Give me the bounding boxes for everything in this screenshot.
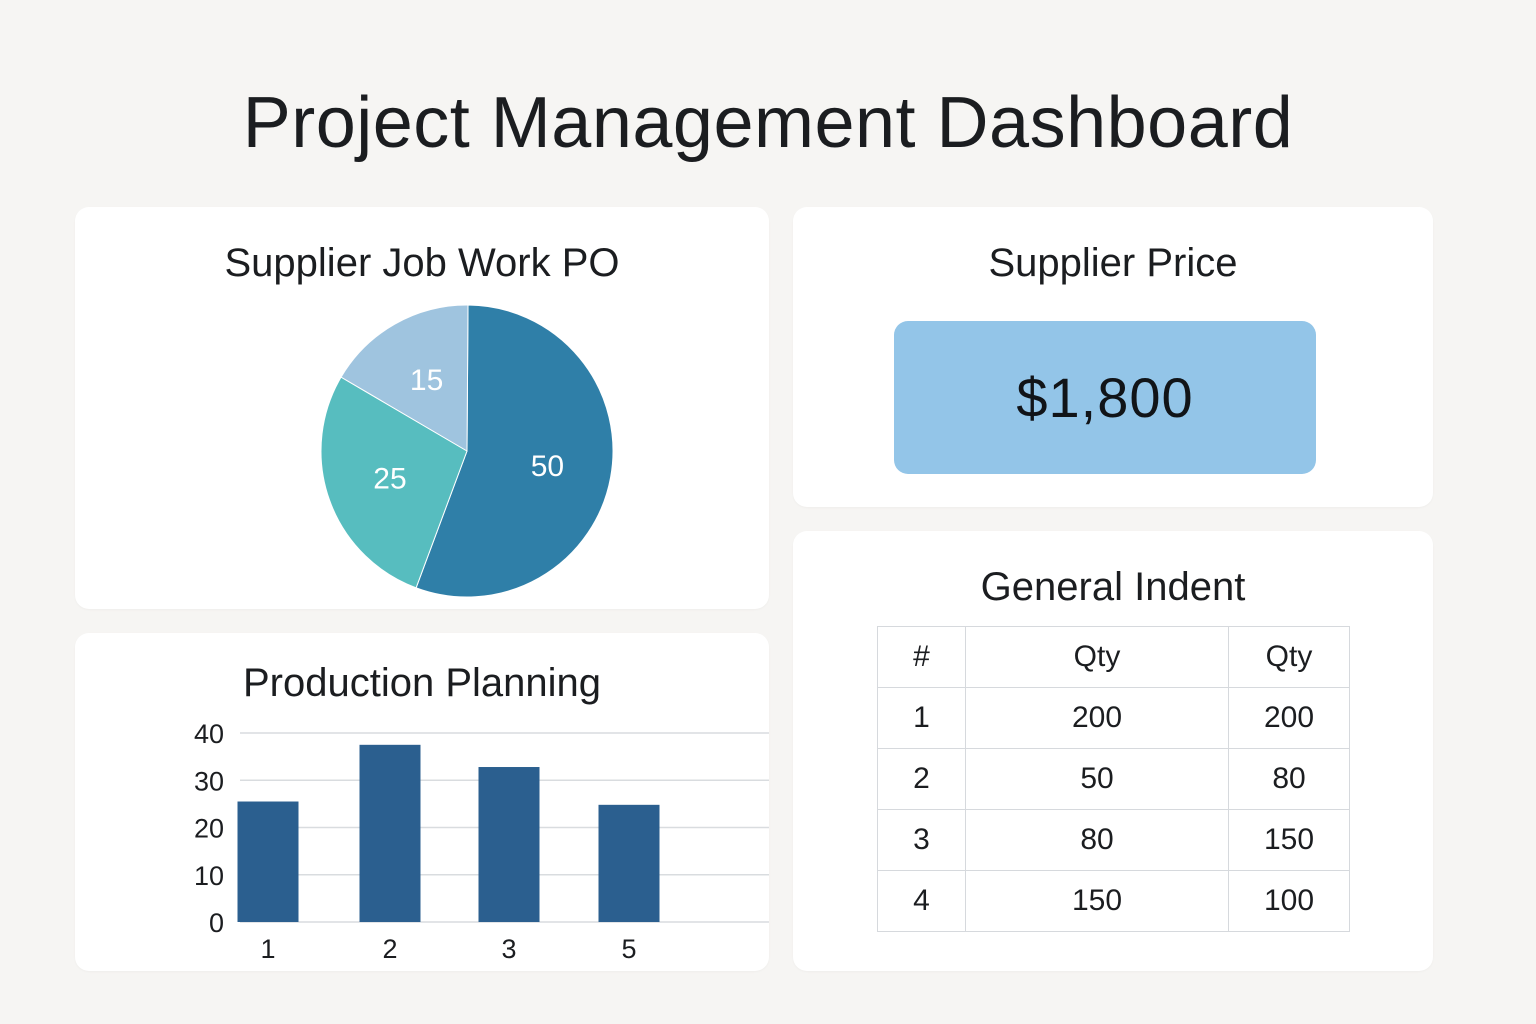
y-tick-label: 10 xyxy=(194,861,224,891)
pie-chart: 50 25 15 xyxy=(320,304,614,598)
bar-chart: 0 10 20 30 40 1 2 3 5 xyxy=(194,719,769,964)
pie-slice-label: 15 xyxy=(410,364,443,397)
y-tick-label: 40 xyxy=(194,719,224,749)
table-row: 2 50 80 xyxy=(877,748,1350,810)
table-row: 1 200 200 xyxy=(877,687,1350,749)
bar-card-title: Production Planning xyxy=(242,661,602,705)
table-cell: 80 xyxy=(965,809,1229,871)
header-index: # xyxy=(877,626,966,688)
bar xyxy=(598,804,660,922)
table-card-title: General Indent xyxy=(980,565,1246,609)
table-cell: 80 xyxy=(1228,748,1350,810)
y-tick-label: 20 xyxy=(194,814,224,844)
page-title: Project Management Dashboard xyxy=(242,83,1294,163)
table-cell: 150 xyxy=(1228,809,1350,871)
table-cell: 3 xyxy=(877,809,966,871)
supplier-price-card: Supplier Price $1,800 xyxy=(793,207,1433,507)
bar xyxy=(237,801,299,922)
pie-slice-label: 50 xyxy=(531,450,564,483)
production-planning-card: 0 10 20 30 40 1 2 3 5 Production Planning xyxy=(75,633,769,971)
pie-card-title: Supplier Job Work PO xyxy=(224,241,620,285)
y-tick-label: 0 xyxy=(209,908,224,938)
table-cell: 200 xyxy=(1228,687,1350,749)
table-row: 3 80 150 xyxy=(877,809,1350,871)
table-cell: 2 xyxy=(877,748,966,810)
header-qty-1: Qty xyxy=(965,626,1229,688)
bar xyxy=(478,767,540,922)
bar xyxy=(359,744,421,922)
pie-slice xyxy=(340,304,469,452)
table-row: 4 150 100 xyxy=(877,870,1350,932)
supplier-price-value: $1,800 xyxy=(894,321,1316,474)
x-tick-label: 2 xyxy=(382,934,397,964)
table-cell: 4 xyxy=(877,870,966,932)
header-qty-2: Qty xyxy=(1228,626,1350,688)
table-cell: 150 xyxy=(965,870,1229,932)
table-cell: 50 xyxy=(965,748,1229,810)
x-tick-label: 1 xyxy=(260,934,275,964)
table-cell: 200 xyxy=(965,687,1229,749)
x-tick-label: 5 xyxy=(621,934,636,964)
table-cell: 1 xyxy=(877,687,966,749)
x-tick-label: 3 xyxy=(501,934,516,964)
price-card-title: Supplier Price xyxy=(988,241,1238,285)
table-header-row: # Qty Qty xyxy=(877,626,1350,688)
pie-slice-label: 25 xyxy=(373,462,406,495)
general-indent-table: # Qty Qty 1 200 200 2 50 80 3 80 150 4 xyxy=(877,626,1350,932)
table-cell: 100 xyxy=(1228,870,1350,932)
supplier-job-work-po-card: 50 25 15 Supplier Job Work PO xyxy=(75,207,769,609)
pie-slice xyxy=(415,304,614,598)
general-indent-card: General Indent # Qty Qty 1 200 200 2 50 … xyxy=(793,531,1433,971)
y-tick-label: 30 xyxy=(194,766,224,796)
